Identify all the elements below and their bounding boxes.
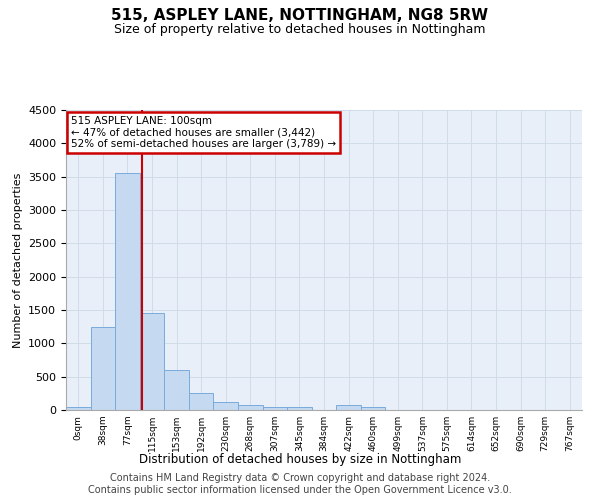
Bar bbox=[238, 405, 263, 410]
Y-axis label: Number of detached properties: Number of detached properties bbox=[13, 172, 23, 348]
Text: 515, ASPLEY LANE, NOTTINGHAM, NG8 5RW: 515, ASPLEY LANE, NOTTINGHAM, NG8 5RW bbox=[112, 8, 488, 22]
Bar bbox=[263, 406, 287, 410]
Bar bbox=[140, 312, 164, 410]
Bar bbox=[214, 402, 238, 410]
Text: Contains HM Land Registry data © Crown copyright and database right 2024.
Contai: Contains HM Land Registry data © Crown c… bbox=[88, 474, 512, 495]
Bar bbox=[361, 407, 385, 410]
Text: 515 ASPLEY LANE: 100sqm
← 47% of detached houses are smaller (3,442)
52% of semi: 515 ASPLEY LANE: 100sqm ← 47% of detache… bbox=[71, 116, 336, 149]
Bar bbox=[336, 405, 361, 410]
Bar bbox=[91, 326, 115, 410]
Text: Distribution of detached houses by size in Nottingham: Distribution of detached houses by size … bbox=[139, 452, 461, 466]
Bar bbox=[66, 408, 91, 410]
Bar bbox=[164, 370, 189, 410]
Bar bbox=[287, 407, 312, 410]
Bar bbox=[189, 394, 214, 410]
Bar bbox=[115, 174, 140, 410]
Text: Size of property relative to detached houses in Nottingham: Size of property relative to detached ho… bbox=[114, 22, 486, 36]
